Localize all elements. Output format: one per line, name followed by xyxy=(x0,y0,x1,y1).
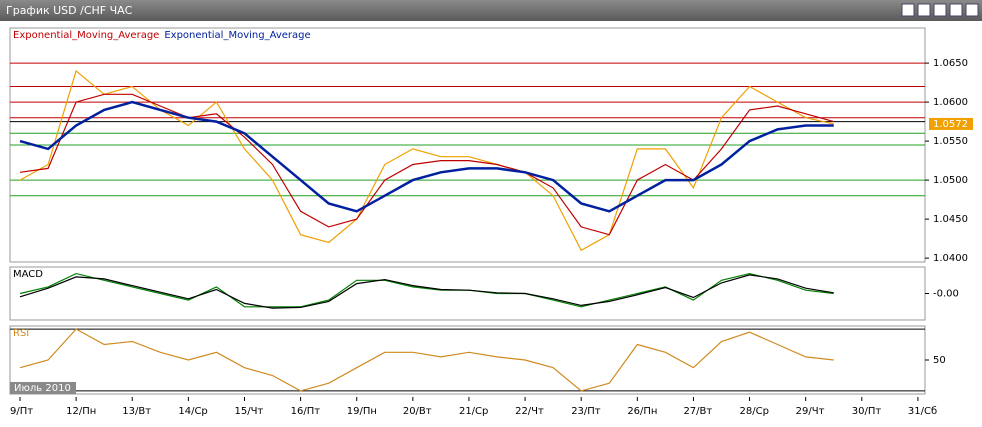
x-tick-label: 27/Вт xyxy=(683,406,712,417)
x-tick-label: 15/Чт xyxy=(234,406,263,417)
last-price: 1.0572 xyxy=(933,119,968,130)
x-tick-label: 13/Вт xyxy=(122,406,151,417)
y-tick-label: -0.00 xyxy=(933,289,959,300)
help-button[interactable] xyxy=(901,3,915,17)
x-tick-label: 21/Ср xyxy=(459,406,488,417)
y-tick-label: 1.0450 xyxy=(933,214,968,225)
window-buttons[interactable] xyxy=(901,3,979,17)
x-tick-label: 14/Ср xyxy=(178,406,207,417)
x-tick-label: 23/Пт xyxy=(571,406,601,417)
period-box xyxy=(10,382,76,394)
y-tick-label: 1.0550 xyxy=(933,136,968,147)
window-title: График USD /CHF ЧАС xyxy=(6,4,133,17)
last-price-box xyxy=(929,117,973,130)
x-tick-label: 28/Ср xyxy=(740,406,769,417)
legend-entry: Exponential_Moving_Average xyxy=(164,30,310,41)
x-tick-label: 16/Пт xyxy=(291,406,321,417)
y-tick-label: 1.0500 xyxy=(933,175,968,186)
series-line xyxy=(19,328,834,392)
minimize-button[interactable] xyxy=(933,3,947,17)
y-tick-label: 1.0600 xyxy=(933,97,968,108)
series-line xyxy=(19,272,834,308)
period-label: Июль 2010 xyxy=(14,383,71,394)
x-tick-label: 30/Пт xyxy=(852,406,882,417)
series-line xyxy=(19,274,834,309)
y-tick-label: 1.0400 xyxy=(933,253,968,264)
panel-title: RSI xyxy=(13,328,29,339)
x-tick-label: 12/Пн xyxy=(66,406,96,417)
panel xyxy=(9,325,926,395)
legend-entry: Exponential_Moving_Average xyxy=(13,30,159,41)
x-tick-label: 31/Сб xyxy=(908,406,937,417)
x-tick-label: 26/Пн xyxy=(627,406,657,417)
x-tick-label: 19/Пн xyxy=(347,406,377,417)
panel-title: MACD xyxy=(13,269,43,280)
series-line xyxy=(19,100,834,213)
x-tick-label: 20/Вт xyxy=(403,406,432,417)
x-tick-label: 9/Пт xyxy=(10,406,33,417)
x-tick-label: 22/Чт xyxy=(515,406,544,417)
close-button[interactable] xyxy=(965,3,979,17)
series-line xyxy=(19,93,834,236)
y-tick-label: 50 xyxy=(933,355,946,366)
x-tick-label: 29/Чт xyxy=(796,406,825,417)
pin-button[interactable] xyxy=(917,3,931,17)
panel xyxy=(9,266,926,321)
y-tick-label: 1.0650 xyxy=(933,58,968,69)
maximize-button[interactable] xyxy=(949,3,963,17)
title-bar xyxy=(0,0,982,21)
